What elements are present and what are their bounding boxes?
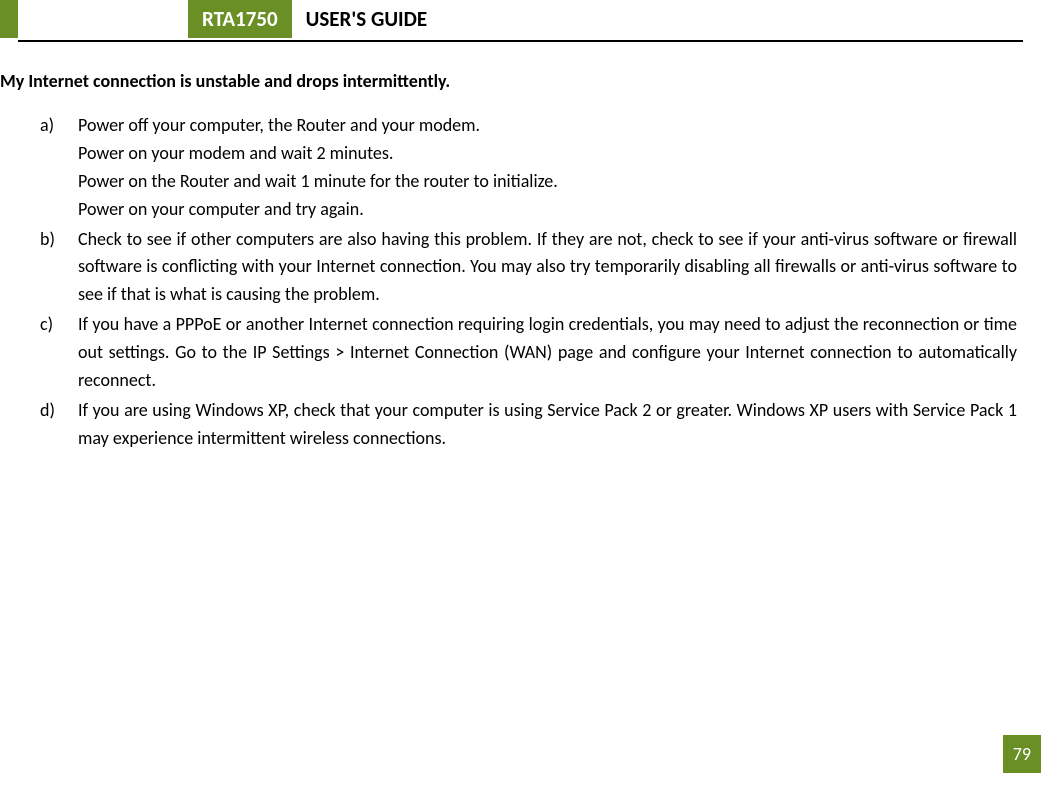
list-line: Power off your computer, the Router and … (78, 112, 1017, 140)
list-body: If you have a PPPoE or another Internet … (78, 311, 1023, 395)
list-item: d) If you are using Windows XP, check th… (40, 397, 1023, 453)
list-line: Power on your modem and wait 2 minutes. (78, 140, 1017, 168)
list-item: b) Check to see if other computers are a… (40, 226, 1023, 310)
list-body: Power off your computer, the Router and … (78, 112, 1023, 224)
list-label: a) (40, 112, 78, 224)
troubleshoot-list: a) Power off your computer, the Router a… (0, 112, 1023, 453)
list-body: Check to see if other computers are also… (78, 226, 1023, 310)
header-bar: RTA1750 USER'S GUIDE (0, 0, 1041, 38)
list-label: c) (40, 311, 78, 395)
list-label: b) (40, 226, 78, 310)
page-number: 79 (1003, 735, 1041, 773)
list-item: c) If you have a PPPoE or another Intern… (40, 311, 1023, 395)
list-line: Power on the Router and wait 1 minute fo… (78, 168, 1017, 196)
model-badge: RTA1750 (188, 0, 292, 38)
list-label: d) (40, 397, 78, 453)
list-body: If you are using Windows XP, check that … (78, 397, 1023, 453)
content-area: My Internet connection is unstable and d… (0, 42, 1041, 453)
section-title: My Internet connection is unstable and d… (0, 70, 1023, 92)
guide-title: USER'S GUIDE (292, 0, 1041, 38)
list-line: Power on your computer and try again. (78, 196, 1017, 224)
list-item: a) Power off your computer, the Router a… (40, 112, 1023, 224)
header-ribbon (0, 0, 18, 38)
